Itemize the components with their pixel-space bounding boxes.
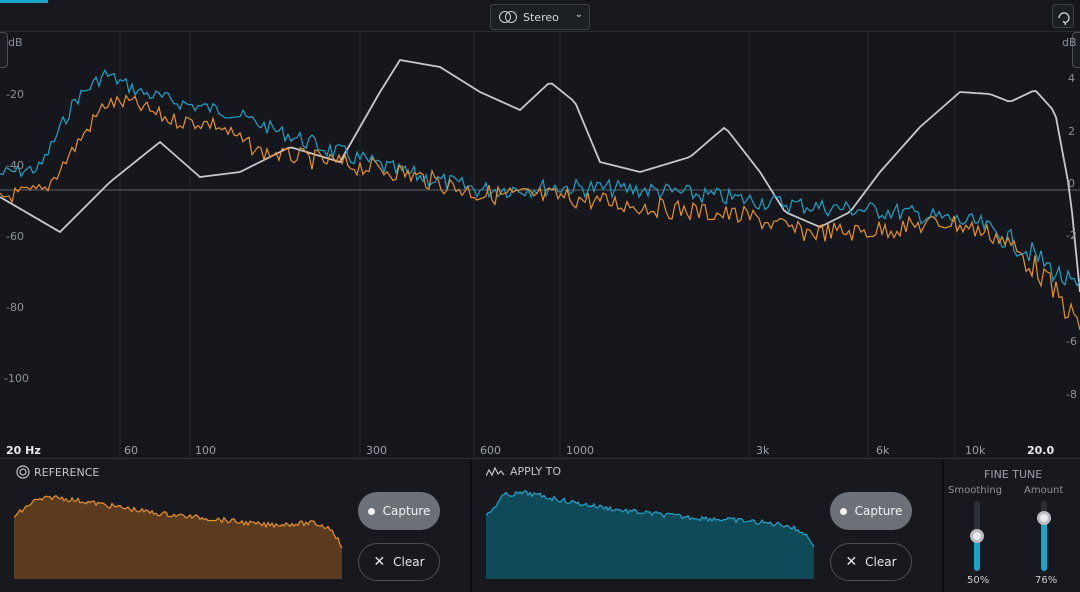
right-tick: -8 xyxy=(1066,388,1077,401)
right-axis-unit: dB xyxy=(1062,36,1077,49)
reference-panel: REFERENCE Capture ✕ Clear xyxy=(0,459,470,592)
close-icon: ✕ xyxy=(373,554,386,570)
clear-label: Clear xyxy=(865,555,897,569)
panel-divider xyxy=(470,459,472,592)
reference-spectrum-line xyxy=(0,93,1080,331)
left-tick: -80 xyxy=(6,301,24,314)
left-axis-unit: dB xyxy=(8,36,23,49)
smoothing-value: 50% xyxy=(967,575,990,586)
left-tick: -20 xyxy=(6,88,24,101)
reference-spectrum-thumbnail xyxy=(14,494,342,579)
capture-label: Capture xyxy=(854,504,903,518)
amount-handle[interactable] xyxy=(1037,510,1051,525)
apply-to-clear-button[interactable]: ✕ Clear xyxy=(830,543,912,581)
reference-header: REFERENCE xyxy=(16,465,99,479)
reference-capture-button[interactable]: Capture xyxy=(358,492,440,530)
smoothing-slider[interactable] xyxy=(970,501,984,571)
reference-clear-button[interactable]: ✕ Clear xyxy=(358,543,440,581)
top-bar: Stereo ⌄ xyxy=(0,0,1080,32)
record-icon xyxy=(367,507,375,515)
x-tick: 3k xyxy=(756,444,770,457)
x-tick: 10k xyxy=(965,444,986,457)
smoothing-fill xyxy=(974,536,980,571)
smoothing-handle[interactable] xyxy=(970,529,984,543)
left-tick: -40 xyxy=(6,159,24,172)
right-tick: -6 xyxy=(1066,335,1077,348)
left-tick: -60 xyxy=(6,230,24,243)
amount-slider[interactable] xyxy=(1037,501,1051,571)
left-scale-handle[interactable] xyxy=(0,32,8,68)
apply-to-title: APPLY TO xyxy=(510,465,562,478)
reference-title: REFERENCE xyxy=(34,465,100,479)
x-tick: 1000 xyxy=(566,444,594,457)
target-icon xyxy=(16,465,30,479)
top-accent xyxy=(0,0,48,3)
amount-fill xyxy=(1041,517,1047,571)
apply-to-capture-button[interactable]: Capture xyxy=(830,492,912,530)
x-tick: 600 xyxy=(480,444,501,457)
apply-to-header: APPLY TO xyxy=(486,465,561,478)
x-tick: 6k xyxy=(876,444,890,457)
right-scale-handle[interactable] xyxy=(1072,32,1080,68)
stereo-icon xyxy=(499,10,519,24)
amount-value: 76% xyxy=(1035,575,1058,586)
smoothing-label: Smoothing xyxy=(948,485,1003,496)
reset-icon xyxy=(1058,12,1070,26)
clear-label: Clear xyxy=(393,555,425,569)
capture-label: Capture xyxy=(382,504,431,518)
x-tick: 20 Hz xyxy=(6,444,41,457)
amount-label: Amount xyxy=(1024,485,1064,496)
reset-button[interactable] xyxy=(1052,4,1074,28)
spectrum-graph[interactable]: dB dB -20 -40 -60 -80 -100 4 2 0 -2 -6 -… xyxy=(0,32,1080,470)
right-tick: 0 xyxy=(1068,177,1075,190)
right-tick: -2 xyxy=(1066,229,1077,242)
fine-tune-title: FINE TUNE xyxy=(984,468,1043,481)
x-tick: 100 xyxy=(195,444,216,457)
record-icon xyxy=(839,507,847,515)
apply-to-spectrum-thumbnail xyxy=(486,490,814,579)
x-tick: 60 xyxy=(124,444,138,457)
x-tick: 300 xyxy=(366,444,387,457)
channel-mode-label: Stereo xyxy=(523,10,559,24)
close-icon: ✕ xyxy=(845,554,858,570)
left-tick: -100 xyxy=(4,372,29,385)
channel-mode-select[interactable]: Stereo ⌄ xyxy=(490,4,590,30)
match-eq-curve xyxy=(0,59,1080,293)
spectrum-plot xyxy=(0,32,1080,458)
panel-divider xyxy=(942,459,944,592)
right-tick: 2 xyxy=(1068,125,1075,138)
apply-to-panel: APPLY TO Capture ✕ Clear xyxy=(472,459,942,592)
bottom-panel: REFERENCE Capture ✕ Clear APPLY TO xyxy=(0,458,1080,592)
fine-tune-panel: FINE TUNE Smoothing Amount 50% 76% xyxy=(944,459,1080,592)
grid xyxy=(0,32,1080,458)
chevron-down-icon: ⌄ xyxy=(574,9,583,20)
waveform-icon xyxy=(486,466,505,476)
apply-to-spectrum-line xyxy=(0,68,1080,287)
right-tick: 4 xyxy=(1068,72,1075,85)
